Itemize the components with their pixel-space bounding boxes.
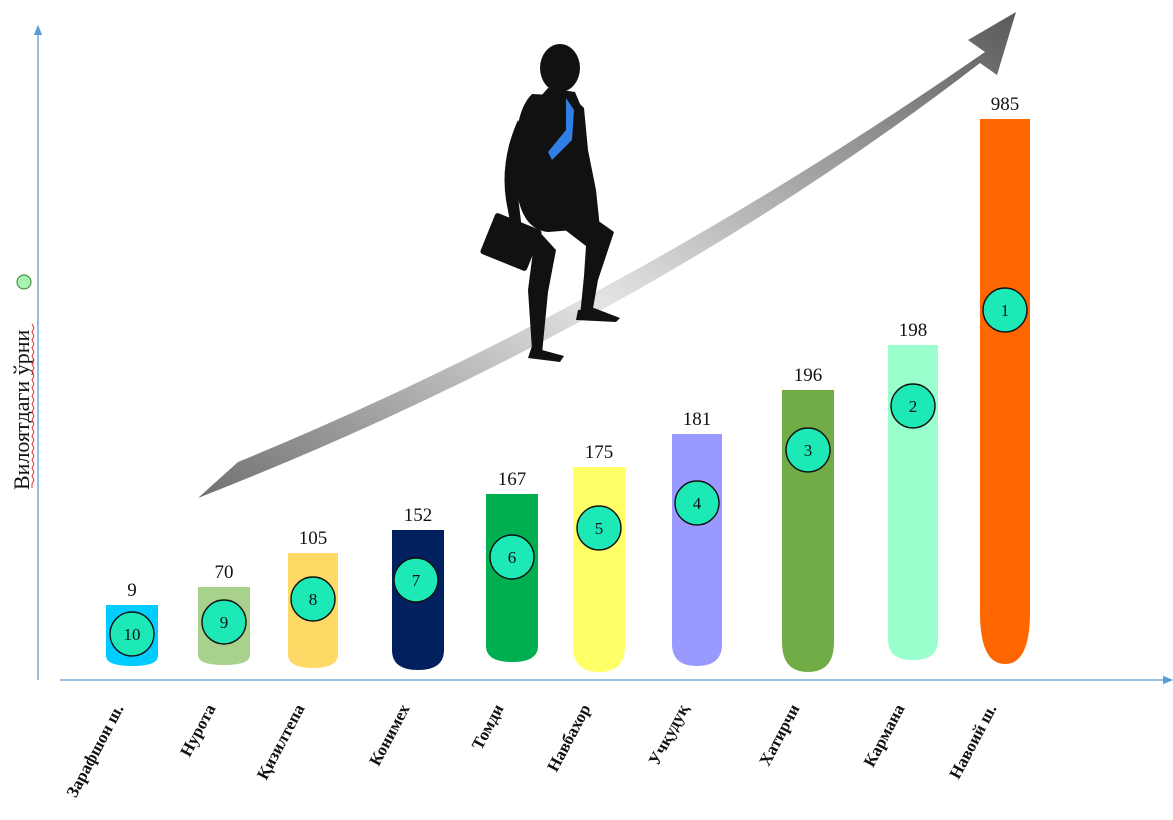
data-label: 198 xyxy=(899,320,928,341)
x-tick-label: Зарафшон ш. xyxy=(63,701,128,801)
rank-label: 4 xyxy=(693,494,702,513)
rank-badge xyxy=(393,557,439,603)
rank-label: 1 xyxy=(1001,301,1010,320)
bar xyxy=(573,467,625,672)
x-tick-label: Учқудуқ xyxy=(645,701,693,769)
rank-badge xyxy=(201,599,247,645)
x-tick-label: Навоий ш. xyxy=(945,701,1000,782)
spellcheck-underline xyxy=(31,323,35,488)
rank-label: 6 xyxy=(508,548,517,567)
data-label: 167 xyxy=(498,469,527,490)
growth-arrow xyxy=(198,12,1016,498)
bar xyxy=(672,434,722,666)
rank-badge xyxy=(982,287,1028,333)
x-tick-label: Конимех xyxy=(365,701,413,769)
rank-label: 9 xyxy=(220,613,229,632)
rank-label: 2 xyxy=(909,397,918,416)
data-label: 70 xyxy=(215,562,234,583)
data-label: 196 xyxy=(794,365,823,386)
x-tick-label: Кармана xyxy=(860,701,909,770)
rank-badge xyxy=(489,534,535,580)
businessman-silhouette-icon xyxy=(480,44,620,362)
data-label: 985 xyxy=(991,94,1020,115)
y-axis-label: Вилоятдаги ўрни xyxy=(9,330,34,490)
rank-label: 5 xyxy=(595,519,604,538)
data-label: 175 xyxy=(585,442,614,463)
data-label: 105 xyxy=(299,528,328,549)
rank-label: 7 xyxy=(412,571,421,590)
rank-badge xyxy=(785,427,831,473)
bar xyxy=(980,119,1030,664)
rank-badge xyxy=(674,480,720,526)
rank-label: 10 xyxy=(124,625,141,644)
x-tick-label: Томди xyxy=(468,701,508,753)
y-axis-label-marker-icon xyxy=(16,274,32,290)
data-label: 181 xyxy=(683,409,712,430)
rank-label: 3 xyxy=(804,441,813,460)
x-tick-label: Хатирчи xyxy=(755,701,803,769)
x-tick-label: Қизилтепа xyxy=(253,701,309,783)
data-label: 152 xyxy=(404,505,433,526)
data-label: 9 xyxy=(127,580,137,601)
x-tick-label: Нурота xyxy=(176,701,220,760)
rank-badge xyxy=(109,611,155,657)
rank-badge xyxy=(576,505,622,551)
rank-badge xyxy=(890,383,936,429)
rank-label: 8 xyxy=(309,590,318,609)
x-tick-label: Навбахор xyxy=(543,701,594,775)
rank-badge xyxy=(290,576,336,622)
